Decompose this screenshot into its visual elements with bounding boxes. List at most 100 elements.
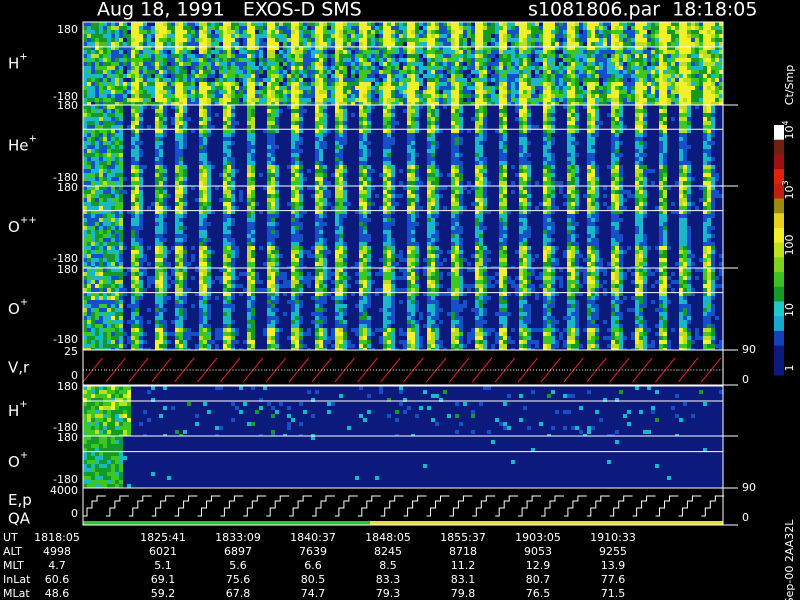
- spectrogram-cell: [531, 90, 535, 94]
- spectrogram-cell: [591, 181, 595, 185]
- spectrogram-cell: [343, 50, 347, 54]
- spectrogram-cell: [615, 149, 619, 153]
- spectrogram-cell: [563, 50, 567, 54]
- spectrogram-cell: [363, 157, 367, 161]
- spectrogram-cell: [527, 34, 531, 38]
- spectrogram-cell: [91, 78, 95, 82]
- spectrogram-cell: [611, 78, 615, 82]
- spectrogram-cell: [687, 50, 691, 54]
- spectrogram-cell: [319, 125, 323, 129]
- spectrogram-cell: [231, 42, 235, 46]
- spectrogram-cell: [519, 98, 523, 102]
- spectrogram-cell: [83, 70, 87, 74]
- spectrogram-cell: [87, 206, 91, 210]
- spectrogram-cell: [551, 157, 555, 161]
- spectrogram-cell: [239, 50, 243, 54]
- spectrogram-cell: [611, 141, 615, 145]
- spectrogram-cell: [703, 66, 707, 70]
- spectrogram-cell: [439, 62, 443, 66]
- spectrogram-cell: [407, 58, 411, 62]
- spectrogram-cell: [467, 94, 471, 98]
- spectrogram-cell: [187, 42, 191, 46]
- spectrogram-cell: [535, 98, 539, 102]
- spectrogram-cell: [291, 177, 295, 181]
- spectrogram-cell: [587, 125, 591, 129]
- spectrogram-cell: [203, 54, 207, 58]
- spectrogram-cell: [683, 78, 687, 82]
- spectrogram-cell: [235, 62, 239, 66]
- spectrogram-cell: [295, 133, 299, 137]
- spectrogram-cell: [543, 98, 547, 102]
- spectrogram-cell: [435, 165, 439, 169]
- spectrogram-cell: [203, 46, 207, 50]
- spectrogram-cell: [671, 66, 675, 70]
- spectrogram-cell: [479, 149, 483, 153]
- spectrogram-cell: [467, 98, 471, 102]
- spectrogram-cell: [131, 105, 135, 109]
- spectrogram-cell: [183, 58, 187, 62]
- spectrogram-cell: [231, 169, 235, 173]
- spectrogram-cell: [399, 169, 403, 173]
- spectrogram-cell: [103, 94, 107, 98]
- spectrogram-cell: [367, 78, 371, 82]
- spectrogram-cell: [295, 137, 299, 141]
- spectrogram-cell: [475, 153, 479, 157]
- spectrogram-cell: [511, 98, 515, 102]
- spectrogram-cell: [119, 149, 123, 153]
- spectrogram-cell: [619, 22, 623, 26]
- spectrogram-cell: [319, 22, 323, 26]
- spectrogram-cell: [327, 30, 331, 34]
- spectrogram-cell: [403, 66, 407, 70]
- spectrogram-cell: [207, 86, 211, 90]
- spectrogram-cell: [547, 137, 551, 141]
- spectrogram-cell: [203, 82, 207, 86]
- spectrogram-cell: [219, 70, 223, 74]
- spectrogram-cell: [475, 161, 479, 165]
- spectrogram-cell: [207, 30, 211, 34]
- spectrogram-cell: [499, 161, 503, 165]
- spectrogram-cell: [131, 125, 135, 129]
- spectrogram-cell: [91, 113, 95, 117]
- spectrogram-cell: [183, 98, 187, 102]
- spectrogram-cell: [231, 50, 235, 54]
- spectrogram-cell: [387, 173, 391, 177]
- spectrogram-cell: [519, 30, 523, 34]
- spectrogram-cell: [523, 133, 527, 137]
- spectrogram-cell: [95, 74, 99, 78]
- spectrogram-cell: [451, 173, 455, 177]
- spectrogram-cell: [103, 26, 107, 30]
- spectrogram-cell: [299, 30, 303, 34]
- spectrogram-cell: [587, 149, 591, 153]
- spectrogram-cell: [663, 133, 667, 137]
- spectrogram-cell: [135, 157, 139, 161]
- spectrogram-cell: [343, 54, 347, 58]
- spectrogram-cell: [443, 30, 447, 34]
- spectrogram-cell: [203, 58, 207, 62]
- spectrogram-cell: [231, 66, 235, 70]
- spectrogram-cell: [639, 157, 643, 161]
- spectrogram-cell: [511, 38, 515, 42]
- spectrogram-cell: [283, 30, 287, 34]
- spectrogram-cell: [715, 70, 719, 74]
- spectrogram-cell: [319, 94, 323, 98]
- spectrogram-cell: [155, 54, 159, 58]
- spectrogram-cell: [163, 62, 167, 66]
- spectrogram-cell: [119, 94, 123, 98]
- spectrogram-cell: [271, 82, 275, 86]
- spectrogram-cell: [527, 22, 531, 26]
- spectrogram-cell: [219, 98, 223, 102]
- spectrogram-cell: [635, 54, 639, 58]
- spectrogram-cell: [651, 30, 655, 34]
- spectrogram-cell: [639, 30, 643, 34]
- spectrogram-cell: [371, 34, 375, 38]
- spectrogram-cell: [199, 66, 203, 70]
- spectrogram-cell: [395, 58, 399, 62]
- spectrogram-cell: [607, 58, 611, 62]
- spectrogram-cell: [503, 34, 507, 38]
- spectrogram-cell: [555, 98, 559, 102]
- spectrogram-cell: [231, 181, 235, 185]
- spectrogram-cell: [279, 78, 283, 82]
- spectrogram-cell: [655, 54, 659, 58]
- spectrogram-cell: [639, 117, 643, 121]
- spectrogram-cell: [427, 169, 431, 173]
